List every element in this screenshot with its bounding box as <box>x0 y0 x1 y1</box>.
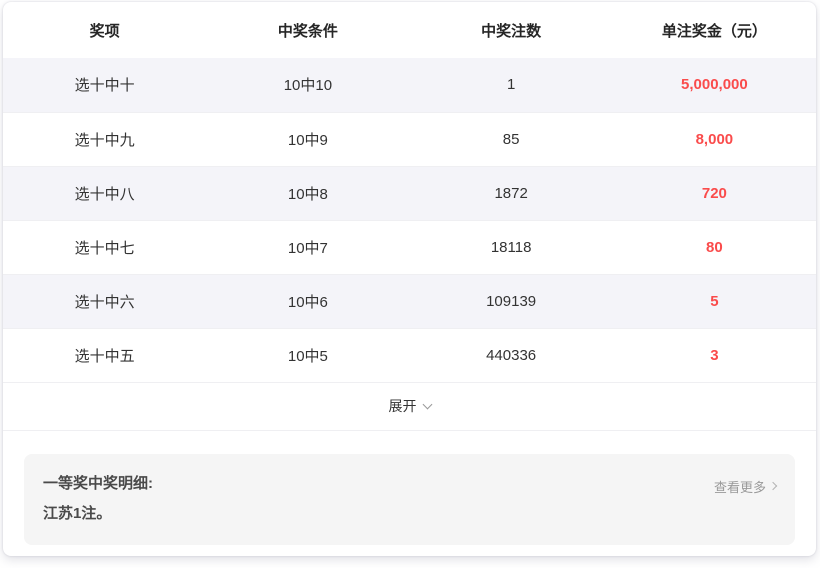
count-cell: 18118 <box>490 238 532 256</box>
condition-cell: 10中6 <box>287 293 328 311</box>
chevron-right-icon <box>768 481 778 491</box>
amount-cell: 80 <box>706 238 723 256</box>
prize-results-card: 奖项 中奖条件 中奖注数 单注奖金（元） 选十中十 10中10 1 5,000,… <box>3 2 816 556</box>
condition-cell: 10中7 <box>287 239 328 257</box>
view-more-label: 查看更多 <box>713 479 766 495</box>
prize-name-cell: 选十中九 <box>74 131 135 149</box>
header-amount: 单注奖金（元） <box>661 22 767 40</box>
prize-name-cell: 选十中十 <box>74 77 135 95</box>
first-prize-details-section: 一等奖中奖明细: 江苏1注。 查看更多 <box>3 431 816 545</box>
detail-title: 一等奖中奖明细: <box>43 474 153 492</box>
count-cell: 109139 <box>486 292 537 310</box>
table-row: 选十中九 10中9 85 8,000 <box>3 112 816 166</box>
table-row: 选十中五 10中5 440336 3 <box>3 328 816 382</box>
chevron-down-icon <box>422 399 432 410</box>
view-more-link[interactable]: 查看更多 <box>713 477 778 496</box>
count-cell: 1872 <box>494 184 528 202</box>
amount-cell: 720 <box>701 184 727 202</box>
amount-cell: 5,000,000 <box>681 76 748 94</box>
amount-cell: 3 <box>710 346 719 364</box>
condition-cell: 10中9 <box>287 131 328 149</box>
expand-label: 展开 <box>388 398 417 414</box>
detail-content: 江苏1注。 <box>43 504 112 522</box>
condition-cell: 10中10 <box>283 77 333 95</box>
table-row: 选十中八 10中8 1872 720 <box>3 166 816 220</box>
table-row: 选十中十 10中10 1 5,000,000 <box>3 58 816 112</box>
detail-card: 一等奖中奖明细: 江苏1注。 查看更多 <box>24 453 795 545</box>
count-cell: 1 <box>506 76 516 94</box>
prize-name-cell: 选十中八 <box>74 185 135 203</box>
prize-table: 奖项 中奖条件 中奖注数 单注奖金（元） 选十中十 10中10 1 5,000,… <box>3 2 816 383</box>
prize-name-cell: 选十中六 <box>74 293 135 311</box>
condition-cell: 10中5 <box>287 347 328 365</box>
count-cell: 85 <box>502 130 520 148</box>
header-prize: 奖项 <box>89 22 120 40</box>
condition-cell: 10中8 <box>287 185 328 203</box>
amount-cell: 8,000 <box>695 130 734 148</box>
table-row: 选十中六 10中6 109139 5 <box>3 274 816 328</box>
count-cell: 440336 <box>486 346 537 364</box>
amount-cell: 5 <box>710 292 719 310</box>
prize-name-cell: 选十中五 <box>74 347 135 365</box>
header-condition: 中奖条件 <box>277 22 338 40</box>
header-count: 中奖注数 <box>481 22 542 40</box>
prize-name-cell: 选十中七 <box>74 239 135 257</box>
table-header-row: 奖项 中奖条件 中奖注数 单注奖金（元） <box>3 2 816 58</box>
expand-button[interactable]: 展开 <box>3 383 816 431</box>
table-row: 选十中七 10中7 18118 80 <box>3 220 816 274</box>
